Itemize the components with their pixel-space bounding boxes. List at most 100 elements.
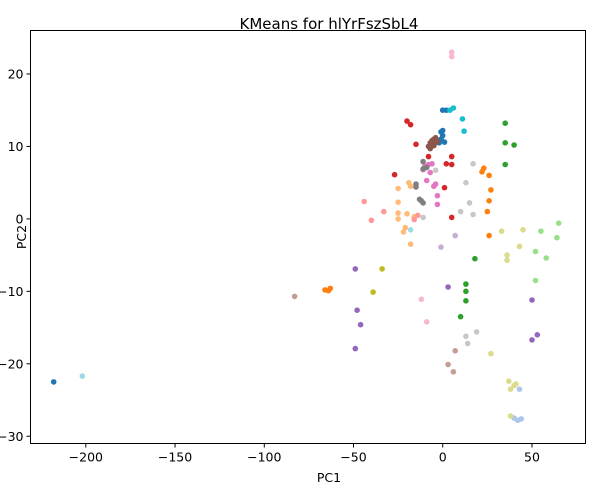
data-point [432,167,439,174]
data-point [486,172,492,179]
data-point [407,241,414,247]
data-point [543,255,549,261]
data-point [407,121,414,128]
data-point [502,140,509,146]
data-point [402,224,409,231]
cluster-2 [322,165,494,294]
data-point [416,196,423,203]
data-point [434,201,441,208]
cluster-16 [370,266,385,295]
data-point [445,361,451,368]
data-point [395,216,401,222]
data-point [555,220,562,226]
data-point [513,381,519,387]
cluster-13 [418,49,455,325]
data-point [463,179,469,186]
data-point [448,214,455,221]
data-point [534,332,541,338]
x-tick-label: −200 [69,450,103,465]
data-point [450,105,457,111]
data-point [441,184,448,191]
x-tick-label: 50 [524,450,540,465]
cluster-8 [352,266,541,352]
data-point [473,329,480,335]
data-point [439,127,446,134]
data-point [452,232,459,239]
cluster-14 [413,158,430,206]
cluster-19 [79,227,414,379]
data-point [291,293,298,300]
data-point [532,248,539,255]
data-point [511,142,517,148]
data-point [504,257,510,264]
data-point [427,169,434,176]
data-point [472,255,478,262]
data-point [407,183,414,190]
cluster-15 [420,161,480,347]
plot-frame [30,30,586,444]
data-point [379,266,385,272]
data-point [395,199,401,205]
data-point [395,210,401,216]
chart-title: KMeans for hlYrFszSbL4 [240,15,419,33]
y-tick-label: −20 [0,356,24,371]
y-axis-label: PC2 [14,225,29,249]
cluster-4 [457,120,517,320]
data-point [427,145,434,152]
data-point [370,289,376,295]
data-point [381,208,387,215]
cluster-1 [511,386,525,424]
y-axis-ticks: −30 −20 −10 0 10 20 [0,66,31,444]
data-point [423,177,430,184]
y-tick-label: −10 [0,284,24,299]
data-point [488,187,494,193]
data-point [352,266,359,272]
data-point [520,227,526,233]
data-point [420,214,426,221]
data-point [498,228,505,234]
data-point [464,340,471,347]
data-point [448,53,455,60]
cluster-10 [425,134,441,152]
data-point [538,228,544,234]
data-point [554,234,560,241]
x-tick-label: −50 [340,450,366,465]
data-point [420,158,426,165]
data-point [507,386,514,393]
data-point [516,386,523,393]
cluster-5 [532,220,562,284]
data-point [404,211,410,217]
data-point [470,161,476,167]
data-point [50,379,57,385]
y-tick-label: 20 [8,66,24,81]
data-point [423,164,430,171]
data-point [448,49,455,55]
data-point [486,198,492,204]
data-point [445,284,451,290]
data-point [502,120,509,126]
cluster-9 [438,232,459,250]
x-axis-ticks: −200 −150 −100 −50 0 50 [69,443,540,465]
data-point [443,161,450,167]
data-point [429,161,435,167]
y-tick-label: 10 [8,139,24,154]
data-point [457,208,464,215]
data-point [529,297,535,303]
data-point [486,232,492,239]
data-point [448,161,455,168]
x-axis-label: PC1 [317,470,341,485]
data-point [459,116,466,122]
data-point [463,281,469,287]
data-point [466,200,473,206]
x-tick-label: −150 [158,450,192,465]
data-point [432,134,439,141]
data-point [438,244,444,250]
data-point [461,128,467,134]
data-point [423,319,430,325]
data-point [413,141,419,148]
cluster-17 [488,227,526,419]
data-point [507,413,514,419]
data-point [418,296,425,303]
